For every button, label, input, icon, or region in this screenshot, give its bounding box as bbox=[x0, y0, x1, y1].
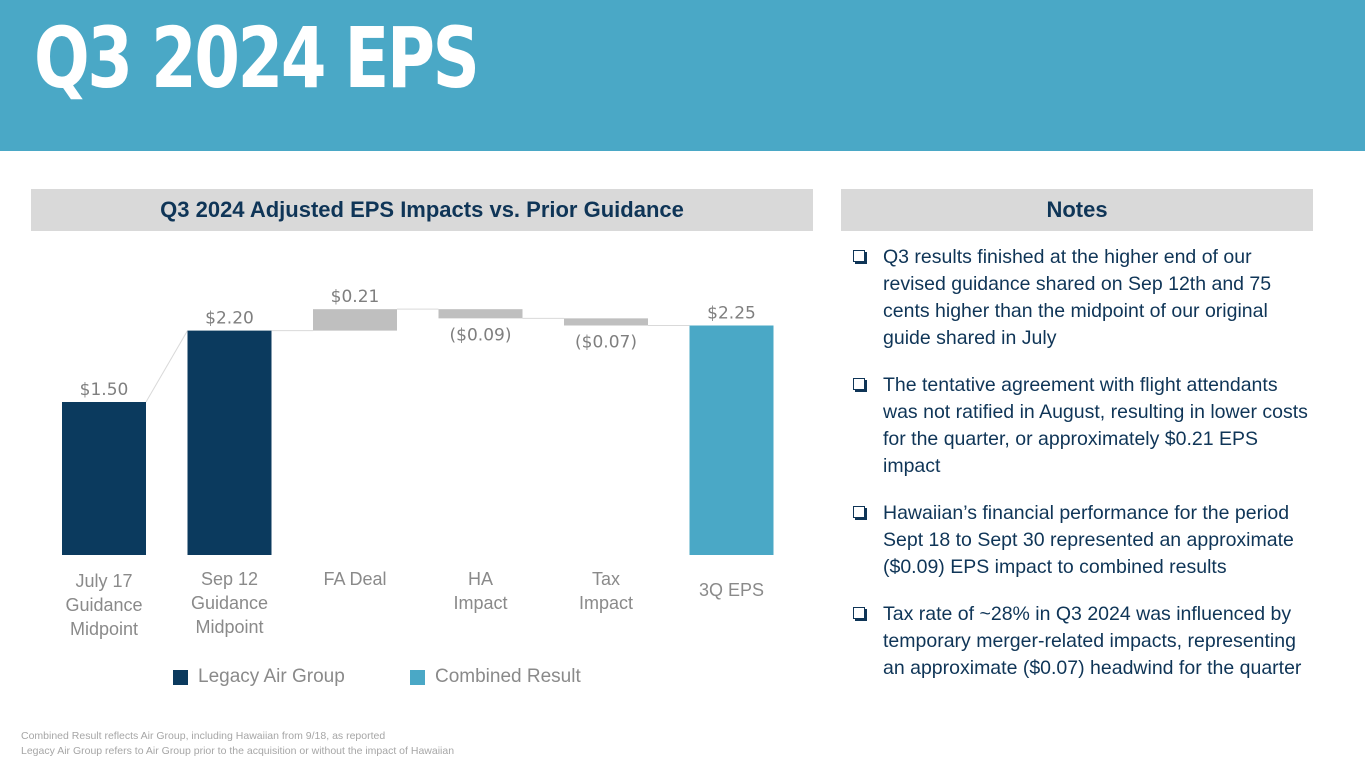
chart-header: Q3 2024 Adjusted EPS Impacts vs. Prior G… bbox=[31, 189, 813, 231]
note-text: Tax rate of ~28% in Q3 2024 was influenc… bbox=[883, 603, 1302, 679]
checkbox-bullet-icon bbox=[853, 506, 865, 518]
legend-swatch-combined bbox=[410, 669, 425, 685]
data-label: ($0.07) bbox=[575, 333, 637, 353]
note-item: The tentative agreement with flight atte… bbox=[852, 372, 1312, 480]
bar-1 bbox=[62, 402, 146, 555]
bar-6 bbox=[689, 325, 774, 555]
category-label: HA Impact bbox=[453, 569, 507, 613]
eps-waterfall-chart: $1.50 July 17 Guidance Midpoint $2.20 Sep 12 G… bbox=[62, 287, 774, 639]
note-item: Q3 results finished at the higher end of… bbox=[852, 244, 1312, 352]
data-label: $1.50 bbox=[80, 380, 129, 400]
data-label: $0.21 bbox=[331, 287, 380, 307]
legend-item-legacy: Legacy Air Group bbox=[173, 666, 345, 688]
checkbox-bullet-icon bbox=[853, 378, 865, 390]
checkbox-bullet-icon bbox=[853, 250, 865, 262]
note-text: The tentative agreement with flight atte… bbox=[883, 374, 1308, 477]
page-title: Q3 2024 EPS bbox=[34, 9, 480, 107]
note-item: Hawaiian’s financial performance for the… bbox=[852, 500, 1312, 581]
bar-2 bbox=[187, 330, 272, 555]
note-text: Hawaiian’s financial performance for the… bbox=[883, 502, 1294, 578]
category-label: FA Deal bbox=[323, 569, 386, 589]
header-bar: Q3 2024 EPS bbox=[0, 0, 1365, 151]
data-label: ($0.09) bbox=[450, 325, 512, 345]
footnote: Legacy Air Group refers to Air Group pri… bbox=[21, 745, 455, 757]
footnotes: Combined Result reflects Air Group, incl… bbox=[21, 729, 454, 759]
bar-4 bbox=[438, 309, 523, 319]
note-text: Q3 results finished at the higher end of… bbox=[883, 246, 1272, 349]
category-label: July 17 Guidance Midpoint bbox=[65, 571, 142, 639]
notes-header: Notes bbox=[841, 189, 1313, 231]
connector-line bbox=[145, 330, 188, 403]
note-item: Tax rate of ~28% in Q3 2024 was influenc… bbox=[852, 601, 1312, 682]
footnote: Combined Result reflects Air Group, incl… bbox=[21, 730, 386, 742]
bar-3 bbox=[313, 309, 397, 331]
data-label: $2.20 bbox=[205, 309, 254, 329]
data-label: $2.25 bbox=[707, 304, 756, 324]
notes-list: Q3 results finished at the higher end of… bbox=[852, 244, 1312, 702]
category-label: Tax Impact bbox=[579, 569, 633, 613]
legend-label-legacy: Legacy Air Group bbox=[198, 666, 345, 687]
bar-5 bbox=[564, 318, 648, 326]
checkbox-bullet-icon bbox=[853, 607, 865, 619]
category-label: Sep 12 Guidance Midpoint bbox=[191, 569, 268, 637]
legend-item-combined: Combined Result bbox=[410, 666, 581, 688]
category-label: 3Q EPS bbox=[699, 580, 764, 600]
legend-label-combined: Combined Result bbox=[435, 666, 581, 687]
legend-swatch-legacy bbox=[173, 669, 188, 685]
